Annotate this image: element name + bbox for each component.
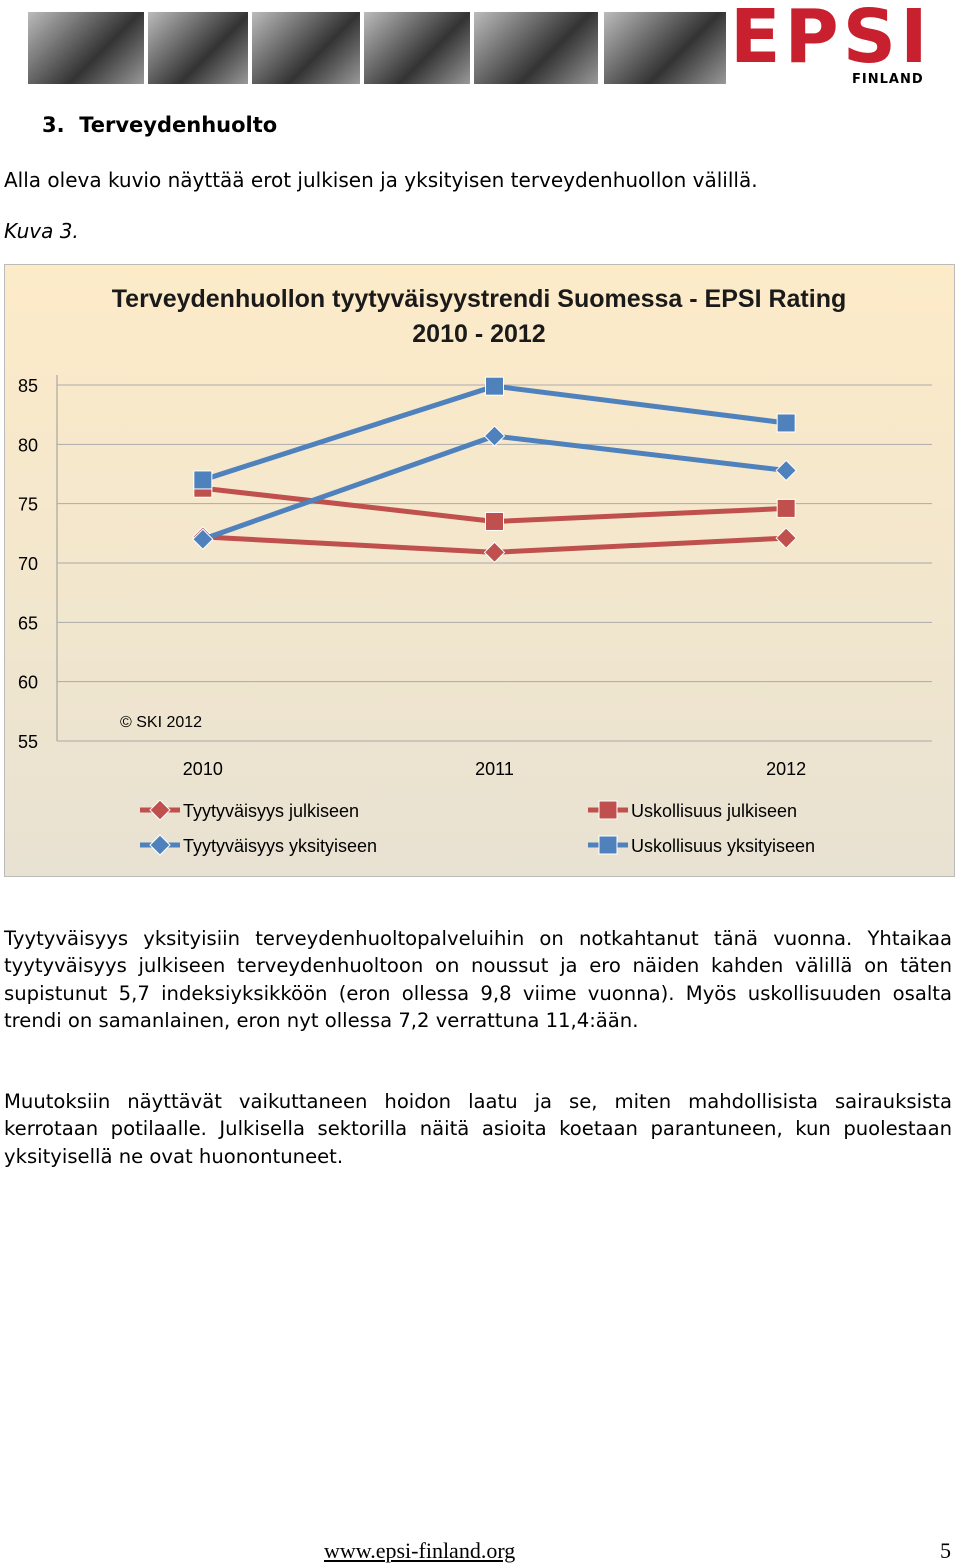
header-photo — [364, 12, 470, 84]
header-photo — [604, 12, 726, 84]
y-tick-label: 60 — [18, 673, 38, 693]
legend-label: Uskollisuus yksityiseen — [631, 836, 815, 856]
annotation: © SKI 2012 — [120, 714, 202, 731]
x-tick-label: 2012 — [766, 759, 806, 779]
y-tick-label: 65 — [18, 613, 38, 633]
logo: EPSI — [730, 0, 932, 80]
header-photo — [148, 12, 248, 84]
data-point — [193, 470, 213, 490]
legend-marker — [598, 835, 618, 855]
header-photo — [252, 12, 360, 84]
chart-frame — [4, 264, 955, 877]
section-title: 3. Terveydenhuolto — [42, 113, 278, 137]
legend-marker — [149, 799, 171, 821]
paragraph: Muutoksiin näyttävät vaikuttaneen hoidon… — [4, 1090, 952, 1168]
chart-title: 2010 - 2012 — [412, 320, 545, 348]
data-point — [775, 459, 797, 482]
paragraph: Tyytyväisyys yksityisiin terveydenhuolto… — [4, 927, 952, 1032]
y-tick-label: 75 — [18, 495, 38, 515]
y-tick-label: 55 — [18, 732, 38, 752]
legend-marker — [598, 800, 618, 820]
data-point — [485, 376, 504, 396]
chart-title: Terveydenhuollon tyytyväisyystrendi Suom… — [112, 285, 847, 313]
chart: Terveydenhuollon tyytyväisyystrendi Suom… — [4, 264, 955, 877]
legend-label: Uskollisuus julkiseen — [631, 801, 797, 821]
header-photo — [474, 12, 598, 84]
legend-label: Tyytyväisyys julkiseen — [183, 801, 359, 821]
data-point — [192, 528, 214, 550]
page-number: 5 — [940, 1538, 951, 1563]
y-tick-label: 85 — [18, 376, 38, 396]
data-point — [483, 541, 506, 564]
data-point — [775, 527, 797, 549]
data-point — [776, 413, 796, 433]
data-point — [776, 498, 796, 518]
header-photo — [28, 12, 144, 84]
data-point — [483, 425, 506, 447]
intro: Alla oleva kuvio näyttää erot julkisen j… — [4, 168, 758, 192]
x-tick-label: 2010 — [183, 759, 223, 779]
figure-label: Kuva 3. — [4, 219, 79, 243]
x-tick-label: 2011 — [475, 759, 514, 779]
legend-marker — [149, 834, 171, 856]
logo-sub: FINLAND — [852, 72, 924, 87]
data-point — [485, 511, 504, 531]
y-tick-label: 70 — [18, 554, 38, 574]
footer-url[interactable]: www.epsi-finland.org — [324, 1538, 516, 1563]
y-tick-label: 80 — [18, 435, 38, 455]
legend-label: Tyytyväisyys yksityiseen — [183, 836, 377, 856]
